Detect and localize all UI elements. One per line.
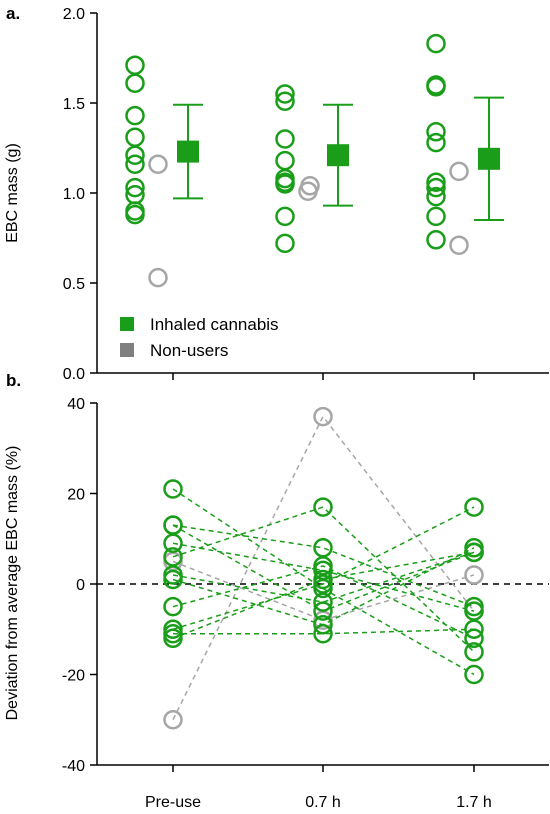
cannabis-point <box>426 172 446 192</box>
cannabis-point <box>125 55 145 75</box>
cannabis-point <box>275 84 295 104</box>
cannabis-point <box>275 150 295 171</box>
cannabis-subject-point <box>464 497 484 517</box>
nonuser-subject-point <box>163 710 183 730</box>
cannabis-point <box>275 129 295 149</box>
legend-swatch-cannabis <box>120 317 134 331</box>
cannabis-point <box>125 204 145 225</box>
nonuser-point <box>449 235 469 255</box>
nonuser-subject-point <box>313 406 333 427</box>
cannabis-point <box>125 73 145 93</box>
panel-a-axes: 0.0 0.5 1.0 1.5 2.0 <box>63 6 549 383</box>
cannabis-subject-point <box>313 601 333 621</box>
panel-a-label: a. <box>6 4 20 23</box>
cannabis-point <box>125 177 145 198</box>
panel-b-marks <box>163 406 484 730</box>
nonuser-point <box>298 181 318 201</box>
cannabis-subject-line <box>172 506 475 653</box>
nonuser-subject-line <box>172 415 475 721</box>
cannabis-subject-line <box>172 551 475 639</box>
panel-a: a. EBC mass (g) 0.0 0.5 1.0 1.5 2.0 Inhaled … <box>4 4 549 383</box>
cannabis-subject-point <box>313 569 333 590</box>
cannabis-point <box>426 132 446 153</box>
cannabis-subject-point <box>163 569 183 590</box>
mean-marker <box>478 147 500 170</box>
legend-label-nonusers: Non-users <box>150 341 228 360</box>
cannabis-point <box>275 172 295 192</box>
panel-a-marks <box>125 33 504 288</box>
cannabis-subject-point <box>163 628 183 649</box>
panel-b-y-tick-label: -20 <box>62 668 85 685</box>
panel-b-x-tick-label: 0.7 h <box>305 794 341 811</box>
cannabis-subject-point <box>313 538 333 558</box>
cannabis-subject-point <box>313 614 333 635</box>
cannabis-point <box>426 186 446 207</box>
panel-a-y-tick-label: 1.0 <box>63 186 85 203</box>
nonuser-subject-point <box>464 565 484 585</box>
nonuser-point <box>449 161 469 182</box>
cannabis-subject-line <box>172 542 475 612</box>
cannabis-point <box>275 206 295 227</box>
cannabis-point <box>426 122 446 142</box>
cannabis-point <box>275 91 295 111</box>
nonuser-point <box>148 154 168 174</box>
cannabis-subject-point <box>163 479 183 499</box>
cannabis-subject-point <box>163 596 183 617</box>
cannabis-point <box>426 230 446 250</box>
cannabis-point <box>426 33 446 54</box>
cannabis-point <box>125 145 145 165</box>
cannabis-point <box>275 233 295 254</box>
cannabis-subject-point <box>313 497 333 517</box>
legend-swatch-nonusers <box>120 343 134 357</box>
mean-marker <box>327 144 349 167</box>
cannabis-subject-point <box>464 542 484 563</box>
legend: Inhaled cannabis Non-users <box>120 315 279 360</box>
cannabis-subject-line <box>172 506 475 630</box>
cannabis-subject-point <box>163 533 183 554</box>
cannabis-point <box>426 177 446 198</box>
panel-a-y-axis-label: EBC mass (g) <box>4 143 21 243</box>
cannabis-point <box>426 206 446 227</box>
panel-b-axes: -40 -20 0 20 40 Pre-use 0.7 h 1.7 h <box>62 396 549 811</box>
cannabis-subject-point <box>313 624 333 644</box>
cannabis-subject-line <box>172 547 475 626</box>
panel-a-y-tick-label: 0.5 <box>63 276 85 293</box>
cannabis-subject-point <box>464 664 484 685</box>
panel-b-y-axis-label: Deviation from average EBC mass (%) <box>4 446 21 721</box>
panel-b-x-tick-label: 1.7 h <box>456 794 492 811</box>
panel-b-y-tick-label: -40 <box>62 758 85 775</box>
cannabis-point <box>125 154 145 174</box>
cannabis-subject-point <box>464 642 484 662</box>
panel-a-y-tick-label: 1.5 <box>63 96 85 113</box>
cannabis-subject-line <box>173 628 475 635</box>
panel-b-label: b. <box>6 371 21 390</box>
panel-b-x-tick-label: Pre-use <box>145 794 201 811</box>
panel-b: b. Deviation from average EBC mass (%) -… <box>4 371 549 811</box>
panel-b-y-tick-label: 0 <box>76 577 85 594</box>
nonuser-point <box>148 267 168 288</box>
cannabis-subject-line <box>172 565 475 639</box>
panel-b-y-tick-label: 20 <box>67 487 85 504</box>
panel-a-y-tick-label: 0.0 <box>63 366 85 383</box>
legend-label-cannabis: Inhaled cannabis <box>150 315 279 334</box>
panel-b-y-tick-label: 40 <box>67 396 85 413</box>
cannabis-point <box>125 105 145 126</box>
cannabis-point <box>426 77 446 97</box>
cannabis-point <box>125 127 145 147</box>
mean-marker <box>177 140 199 163</box>
panel-a-y-tick-label: 2.0 <box>63 6 85 23</box>
cannabis-subject-point <box>464 619 484 639</box>
